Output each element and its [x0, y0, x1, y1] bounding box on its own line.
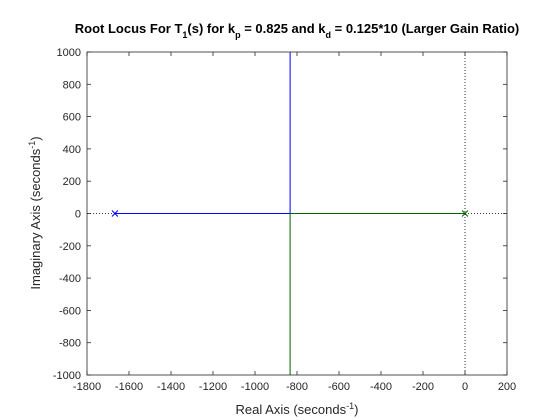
x-tick-label: 0: [462, 381, 468, 393]
label-segment: = 0.125*10 (Larger Gain Ratio): [331, 21, 519, 36]
pole-marker: [111, 210, 119, 217]
x-tick-label: -800: [286, 381, 308, 393]
label-segment: Root Locus For T: [75, 21, 183, 36]
pole-marker: [461, 210, 469, 217]
y-tick-label: 400: [63, 144, 81, 156]
y-tick-label: 800: [63, 79, 81, 91]
pole-markers: [111, 210, 469, 217]
label-segment: p: [235, 30, 241, 40]
label-segment: = 0.825 and k: [241, 21, 327, 36]
y-tick-label: 1000: [57, 47, 81, 59]
y-tick-label: 600: [63, 112, 81, 124]
label-segment: ): [28, 136, 43, 140]
x-tick-label: -600: [328, 381, 350, 393]
x-tick-label: -1200: [199, 381, 227, 393]
label-segment: Real Axis (seconds: [236, 402, 347, 417]
y-tick-label: -200: [59, 241, 81, 253]
x-tick-label: -200: [412, 381, 434, 393]
label-segment: 1: [182, 30, 187, 40]
y-tick-label: -1000: [53, 370, 81, 382]
y-axis-title: Imaginary Axis (seconds-1): [27, 136, 43, 289]
x-tick-label: -1400: [157, 381, 185, 393]
x-tick-label: -1800: [73, 381, 101, 393]
x-tick-label: -1000: [241, 381, 269, 393]
y-tick-label: 0: [75, 209, 81, 221]
y-tick-label: 200: [63, 176, 81, 188]
label-segment: ): [354, 402, 358, 417]
x-axis-title: Real Axis (seconds-1): [236, 401, 359, 417]
x-tick-label: -400: [370, 381, 392, 393]
label-segment: -1: [346, 401, 354, 411]
label-segment: -1: [27, 141, 37, 149]
label-segment: (s) for k: [187, 21, 235, 36]
label-segment: d: [326, 30, 332, 40]
chart-title: Root Locus For T1(s) for kp = 0.825 and …: [75, 21, 519, 40]
y-axis-ticks: -1000 -800 -600 -400 -200 0 200 400 600 800 1000: [53, 47, 507, 382]
y-tick-label: -800: [59, 338, 81, 350]
label-segment: Imaginary Axis (seconds: [28, 148, 43, 289]
locus-branches: [114, 52, 465, 375]
x-tick-label: 200: [498, 381, 516, 393]
x-axis-ticks: -1800 -1600 -1400 -1200 -1000 -800 -600 -400 -20…: [73, 52, 516, 393]
y-tick-label: -400: [59, 273, 81, 285]
x-tick-label: -1600: [115, 381, 143, 393]
y-tick-label: -600: [59, 305, 81, 317]
